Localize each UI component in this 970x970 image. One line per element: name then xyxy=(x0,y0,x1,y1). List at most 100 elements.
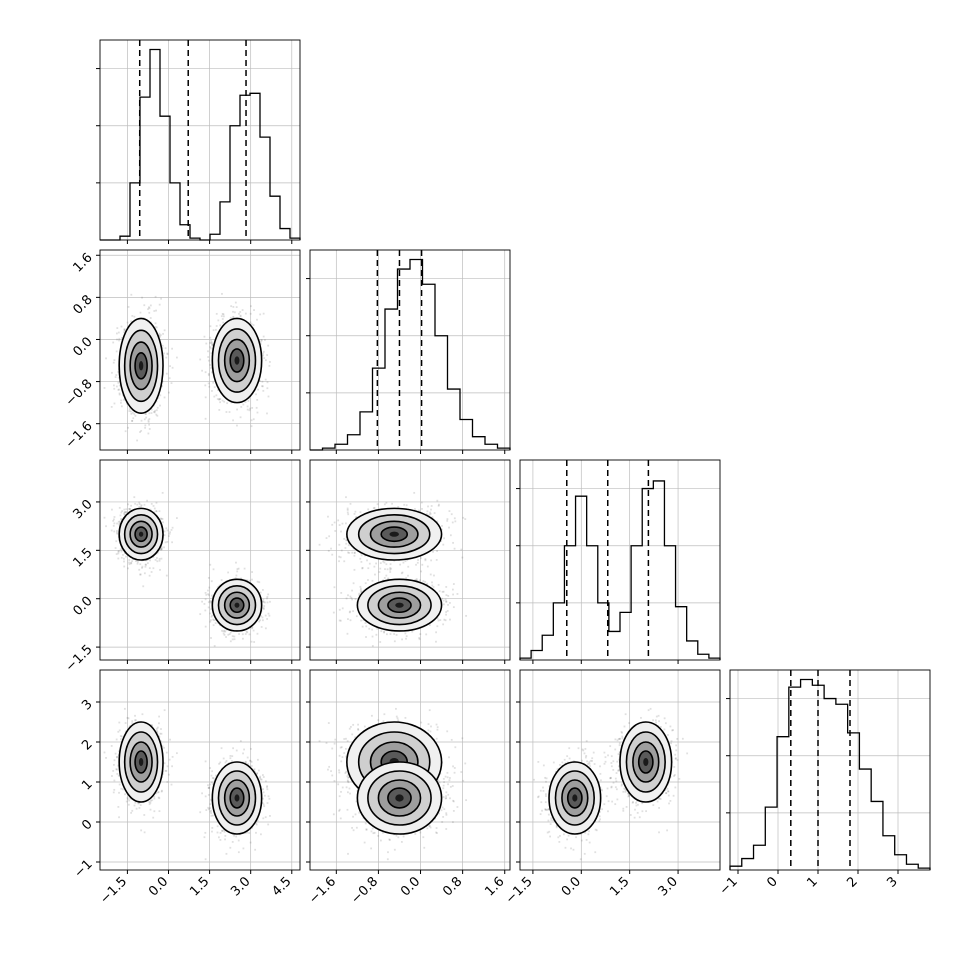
sample-point xyxy=(125,511,127,514)
sample-point xyxy=(158,332,161,335)
sample-point xyxy=(201,600,203,603)
sample-point xyxy=(145,563,147,566)
sample-point xyxy=(207,372,210,375)
sample-point xyxy=(256,632,259,635)
sample-point xyxy=(136,503,139,506)
sample-point xyxy=(353,551,356,554)
sample-point xyxy=(237,567,240,570)
sample-point xyxy=(146,499,148,502)
contour-line xyxy=(217,328,257,393)
sample-point xyxy=(112,519,115,522)
sample-point xyxy=(118,393,121,396)
sample-point xyxy=(154,326,157,328)
density-fill xyxy=(234,602,240,608)
sample-point xyxy=(259,591,262,594)
sample-point xyxy=(261,385,264,388)
sample-point xyxy=(246,405,249,408)
sample-point xyxy=(128,507,130,510)
sample-point xyxy=(128,563,131,566)
sample-point xyxy=(400,572,403,575)
sample-point xyxy=(165,372,168,375)
sample-point xyxy=(238,633,240,635)
panel-frame xyxy=(99,459,301,661)
sample-point xyxy=(209,325,212,328)
contour-line xyxy=(229,597,245,614)
sample-point xyxy=(217,389,219,391)
sample-point xyxy=(170,382,173,385)
sample-point xyxy=(240,577,242,580)
sample-point xyxy=(210,367,213,369)
sample-point xyxy=(148,574,151,577)
sample-point xyxy=(262,608,265,610)
sample-point xyxy=(343,537,346,540)
sample-point xyxy=(159,335,162,338)
sample-point xyxy=(440,540,443,542)
sample-point xyxy=(207,589,209,592)
sample-point xyxy=(269,600,271,603)
sample-point xyxy=(451,521,454,524)
sample-point xyxy=(123,557,125,560)
sample-point xyxy=(250,640,253,643)
sample-point xyxy=(148,311,151,314)
sample-point xyxy=(204,592,207,594)
sample-point xyxy=(158,303,161,306)
sample-point xyxy=(160,546,163,549)
sample-point xyxy=(211,390,213,392)
sample-point xyxy=(115,529,118,532)
sample-point xyxy=(147,308,149,311)
sample-point xyxy=(252,629,255,632)
sample-point xyxy=(349,502,352,505)
sample-point xyxy=(341,522,344,525)
sample-point xyxy=(146,559,149,561)
sample-point xyxy=(123,512,126,515)
sample-point xyxy=(163,329,166,332)
sample-point xyxy=(163,530,166,533)
sample-point xyxy=(376,503,379,506)
sample-point xyxy=(128,408,131,410)
sample-point xyxy=(218,409,221,411)
sample-point xyxy=(345,542,348,545)
sample-point xyxy=(123,398,125,401)
contour-line xyxy=(129,520,153,548)
sample-point xyxy=(249,321,252,324)
sample-point xyxy=(266,412,268,415)
sample-point xyxy=(232,419,234,422)
sample-point xyxy=(215,328,217,331)
sample-point xyxy=(339,556,342,559)
contour-line xyxy=(129,341,153,391)
sample-point xyxy=(258,380,261,382)
sample-point xyxy=(171,347,174,350)
sample-point xyxy=(105,525,107,528)
sample-point xyxy=(345,539,348,542)
sample-point xyxy=(261,589,264,591)
sample-point xyxy=(252,324,255,326)
sample-point xyxy=(231,635,234,638)
sample-point xyxy=(111,371,113,374)
sample-point xyxy=(115,374,118,377)
sample-point xyxy=(166,352,169,355)
sample-point xyxy=(161,548,163,551)
sample-point xyxy=(250,323,253,325)
sample-point xyxy=(138,501,141,504)
sample-point xyxy=(338,560,340,563)
sample-point xyxy=(218,584,221,587)
sample-point xyxy=(406,559,409,562)
sample-point xyxy=(207,382,210,385)
sample-point xyxy=(152,567,155,570)
sample-point xyxy=(262,312,265,315)
sample-point xyxy=(251,407,254,409)
sample-point xyxy=(148,567,151,570)
sample-point xyxy=(110,406,113,408)
sample-point xyxy=(154,295,157,298)
sample-point xyxy=(164,347,167,350)
sample-point xyxy=(348,552,351,554)
sample-point xyxy=(143,572,146,575)
sample-point xyxy=(131,315,134,317)
sample-point xyxy=(264,601,266,604)
sample-point xyxy=(407,565,410,568)
sample-point xyxy=(220,315,223,318)
sample-point xyxy=(246,579,249,582)
sample-point xyxy=(142,585,145,588)
sample-point xyxy=(453,547,456,550)
sample-point xyxy=(158,558,161,560)
